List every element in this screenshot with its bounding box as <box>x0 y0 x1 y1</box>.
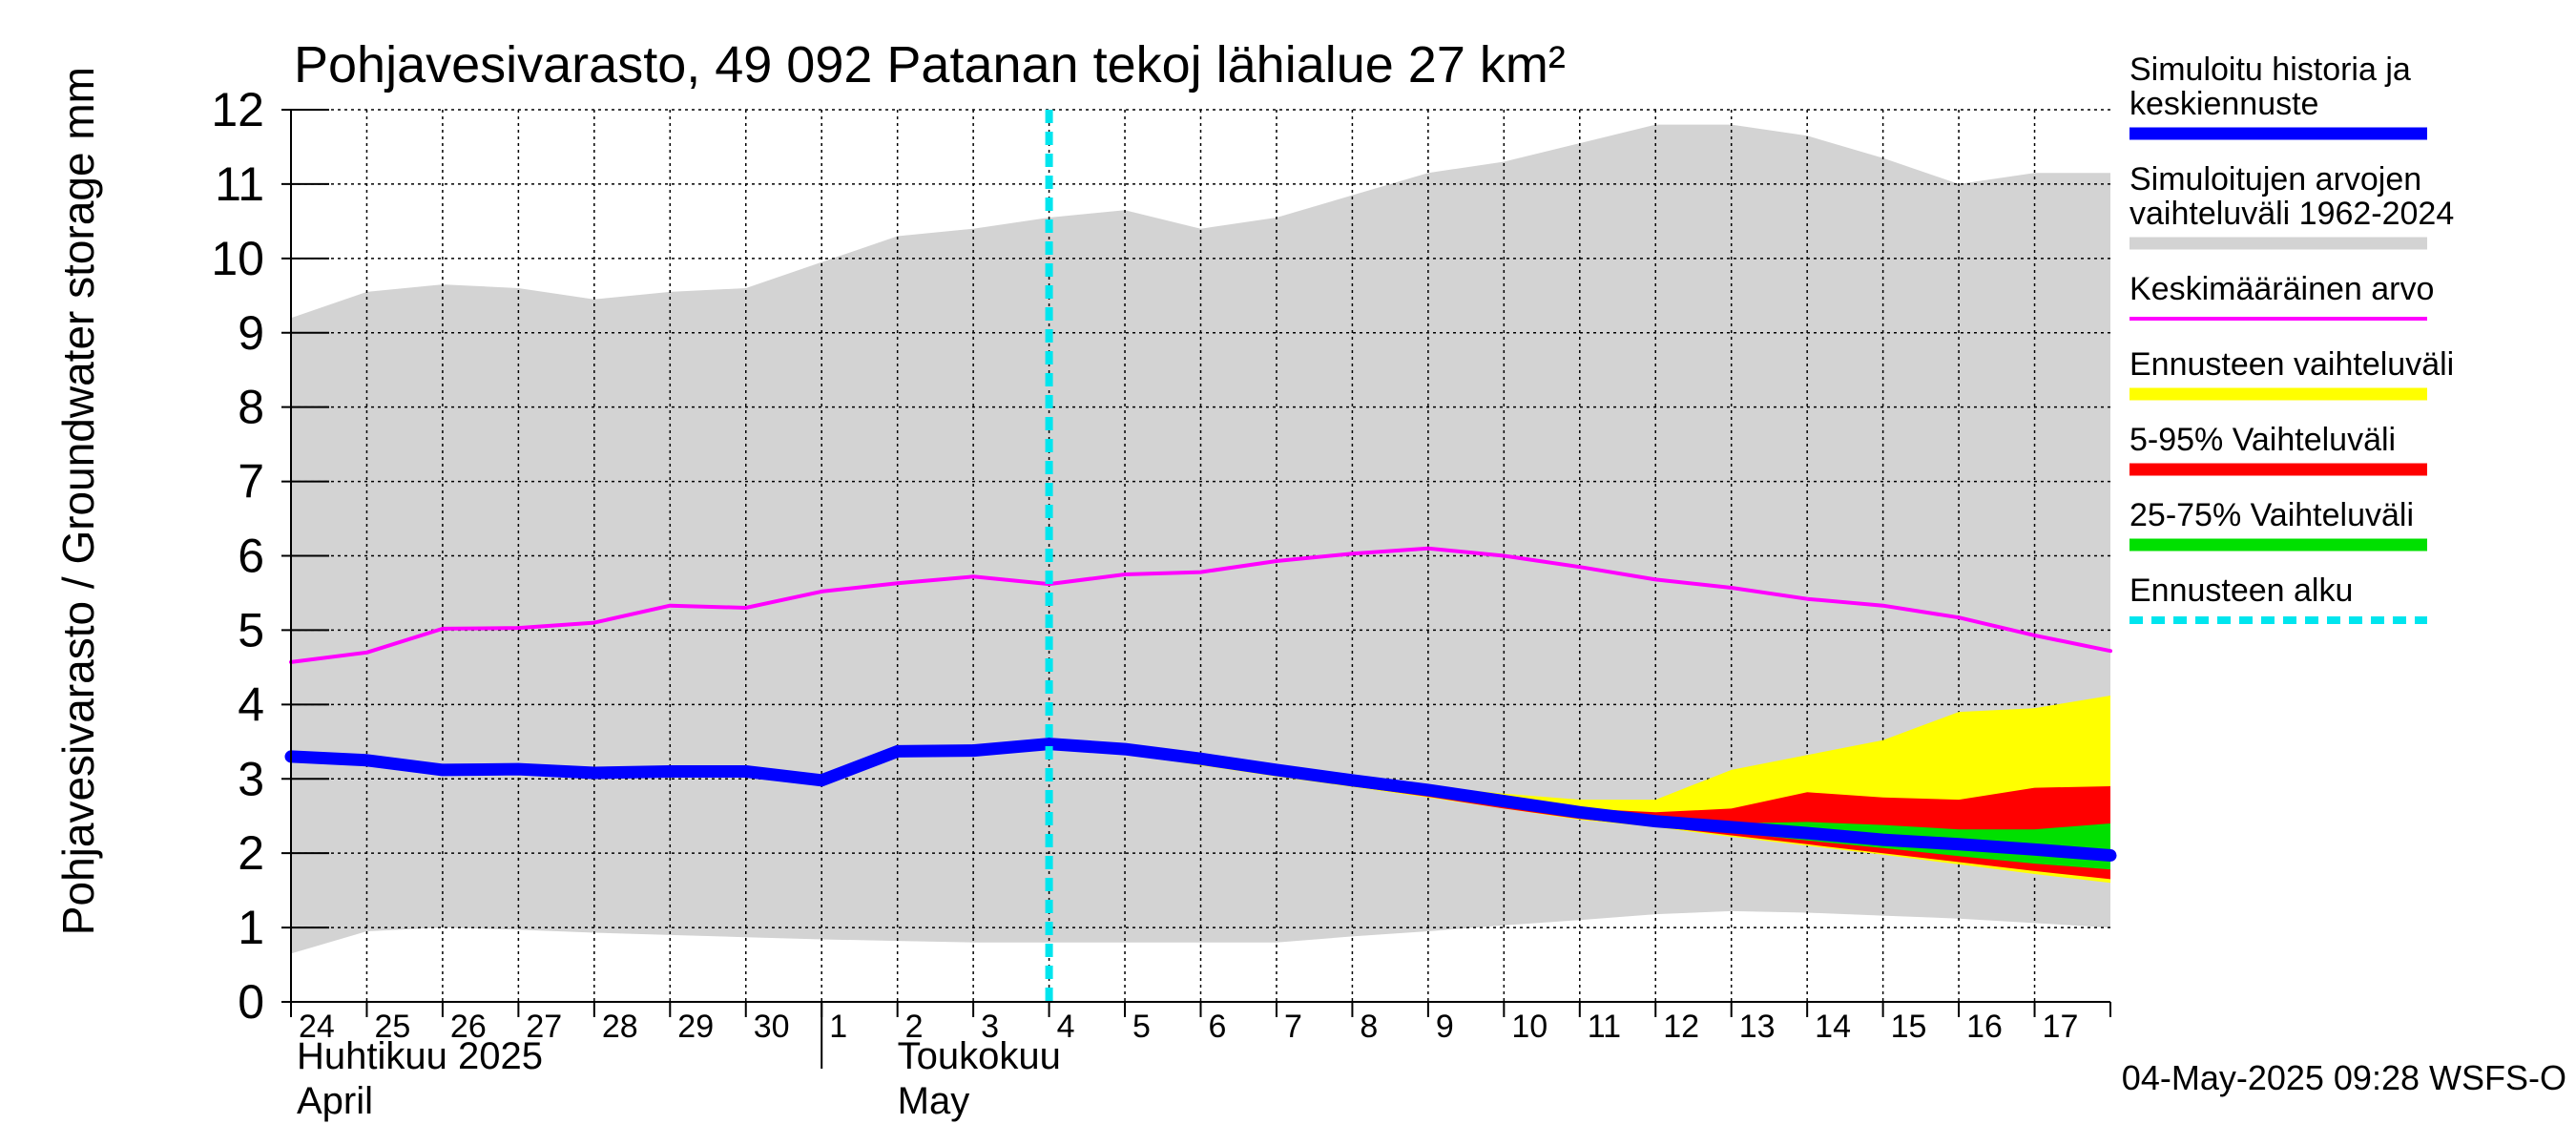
month-label-line1: Huhtikuu 2025 <box>297 1035 543 1077</box>
x-tick-label: 1 <box>829 1009 847 1045</box>
y-tick-label: 10 <box>211 232 264 285</box>
y-tick-label: 5 <box>238 603 264 656</box>
legend-label: 5-95% Vaihteluväli <box>2129 422 2396 458</box>
y-tick-label: 12 <box>211 83 264 136</box>
y-tick-label: 7 <box>238 455 264 509</box>
x-tick-label: 7 <box>1284 1009 1302 1045</box>
y-tick-label: 1 <box>238 901 264 954</box>
x-tick-label: 8 <box>1360 1009 1378 1045</box>
y-tick-label: 9 <box>238 306 264 360</box>
legend-label: Simuloitujen arvojen <box>2129 161 2421 198</box>
y-tick-label: 8 <box>238 381 264 434</box>
x-tick-label: 28 <box>602 1009 638 1045</box>
y-tick-label: 11 <box>215 157 264 211</box>
x-tick-label: 30 <box>754 1009 790 1045</box>
month-label-line1: Toukokuu <box>898 1035 1061 1077</box>
y-tick-label: 0 <box>238 975 264 1029</box>
y-tick-label: 3 <box>238 752 264 805</box>
legend-label: vaihteluväli 1962-2024 <box>2129 196 2454 232</box>
x-tick-label: 25 <box>374 1009 410 1045</box>
legend-label: keskiennuste <box>2129 86 2318 122</box>
x-tick-label: 10 <box>1511 1009 1548 1045</box>
x-tick-label: 26 <box>450 1009 487 1045</box>
x-tick-label: 6 <box>1209 1009 1227 1045</box>
x-tick-label: 16 <box>1966 1009 2003 1045</box>
x-tick-label: 13 <box>1739 1009 1776 1045</box>
x-tick-label: 29 <box>677 1009 714 1045</box>
chart-title: Pohjavesivarasto, 49 092 Patanan tekoj l… <box>294 36 1566 94</box>
y-tick-label: 6 <box>238 530 264 583</box>
legend-label: Keskimääräinen arvo <box>2129 271 2434 307</box>
series-line-0 <box>289 546 2112 664</box>
legend-label: Ennusteen vaihteluväli <box>2129 346 2454 383</box>
x-tick-label: 15 <box>1891 1009 1927 1045</box>
x-tick-label: 4 <box>1057 1009 1075 1045</box>
timestamp-footer: 04-May-2025 09:28 WSFS-O <box>2122 1058 2566 1097</box>
y-axis-label: Pohjavesivarasto / Groundwater storage m… <box>53 67 103 935</box>
x-tick-label: 24 <box>299 1009 335 1045</box>
x-tick-label: 14 <box>1815 1009 1851 1045</box>
x-tick-label: 2 <box>905 1009 924 1045</box>
legend-label: Simuloitu historia ja <box>2129 52 2411 88</box>
month-label-line2: May <box>898 1080 970 1122</box>
x-tick-label: 5 <box>1132 1009 1151 1045</box>
legend-label: 25-75% Vaihteluväli <box>2129 497 2414 533</box>
y-tick-label: 2 <box>238 826 264 880</box>
series-line-1 <box>284 738 2117 862</box>
y-tick-label: 4 <box>238 677 264 731</box>
x-tick-label: 17 <box>2043 1009 2079 1045</box>
x-tick-label: 12 <box>1663 1009 1699 1045</box>
x-tick-label: 27 <box>526 1009 562 1045</box>
x-tick-label: 9 <box>1436 1009 1454 1045</box>
legend-label: Ennusteen alku <box>2129 572 2353 609</box>
month-label-line2: April <box>297 1080 373 1122</box>
plot-area <box>284 109 2117 1002</box>
x-tick-label: 11 <box>1588 1009 1621 1045</box>
x-tick-label: 3 <box>981 1009 999 1045</box>
